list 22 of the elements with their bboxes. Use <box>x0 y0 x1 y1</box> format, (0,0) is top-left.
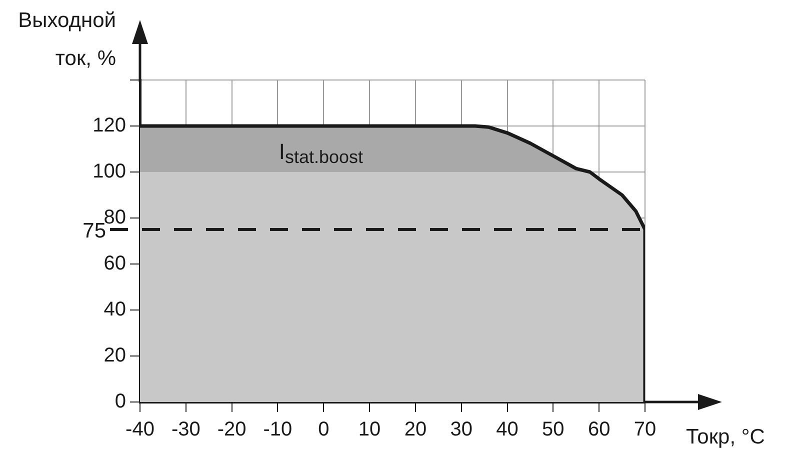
x-tick-label: 40 <box>496 418 518 441</box>
y-tick-label: 20 <box>104 344 126 367</box>
x-tick-label: 0 <box>318 418 330 441</box>
x-axis-title: Токр, °C <box>686 425 765 448</box>
ref-line-label: 75 <box>82 219 106 242</box>
y-tick-label: 80 <box>104 206 126 229</box>
x-tick-label: 70 <box>634 418 656 441</box>
x-tick-label: 50 <box>542 418 564 441</box>
x-tick-label: -10 <box>263 418 292 441</box>
x-tick-label: -40 <box>126 418 154 441</box>
x-tick-label: 10 <box>358 418 381 441</box>
x-tick-label: -30 <box>171 418 200 441</box>
x-tick-label: 30 <box>450 418 472 441</box>
x-tick-label: 60 <box>588 418 610 441</box>
y-tick-label: 120 <box>92 114 126 137</box>
x-tick-label: -20 <box>217 418 246 441</box>
y-tick-label: 0 <box>114 390 126 413</box>
y-tick-label: 100 <box>92 160 126 183</box>
x-tick-label: 20 <box>404 418 427 441</box>
y-tick-label: 60 <box>104 252 126 275</box>
y-axis-title: Выходной ток, % <box>18 8 116 72</box>
y-tick-label: 40 <box>104 298 126 321</box>
